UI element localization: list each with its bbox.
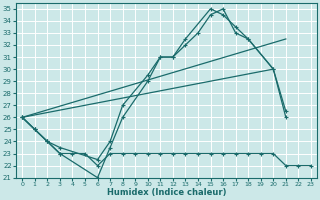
X-axis label: Humidex (Indice chaleur): Humidex (Indice chaleur) — [107, 188, 226, 197]
